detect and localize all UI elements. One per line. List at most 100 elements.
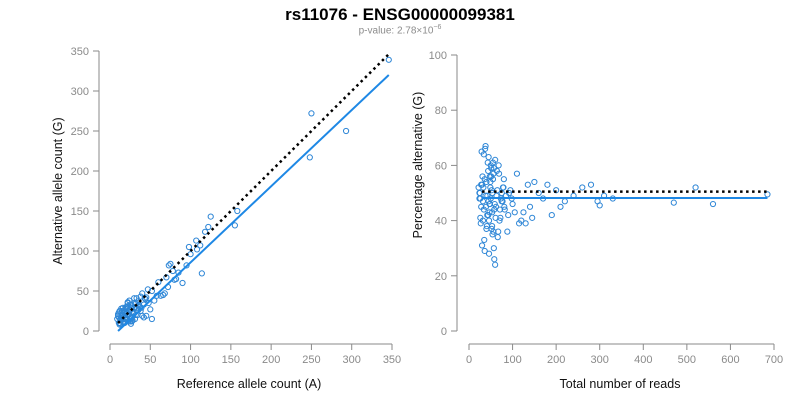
right-data-point — [509, 200, 516, 208]
left-x-tick-label: 100 — [181, 354, 199, 366]
right-data-point — [544, 181, 551, 188]
left-x-tick-label: 250 — [302, 354, 320, 366]
left-x-tick-label: 150 — [222, 354, 240, 366]
right-data-point — [594, 198, 601, 205]
left-y-tick-label: 350 — [71, 46, 89, 58]
right-y-tick-label: 20 — [435, 271, 447, 283]
right-data-point — [478, 203, 485, 210]
right-data-point — [709, 200, 717, 208]
right-data-point — [587, 181, 595, 188]
right-data-point — [491, 256, 498, 263]
left-data-point — [179, 279, 186, 287]
left-data-point — [193, 246, 201, 253]
right-y-tick-label: 100 — [429, 50, 447, 62]
left-fit-line — [117, 74, 390, 332]
right-data-point — [494, 187, 501, 194]
right-data-point — [486, 209, 493, 216]
right-data-point — [500, 176, 507, 183]
right-x-axis-title: Total number of reads — [560, 377, 681, 391]
right-data-point — [501, 203, 508, 210]
left-y-tick-label: 50 — [77, 286, 89, 298]
right-data-point — [548, 211, 555, 219]
left-x-tick-label: 350 — [383, 354, 401, 366]
right-y-tick-label: 40 — [435, 216, 447, 228]
right-y-axis-title: Percentage alternative (G) — [411, 92, 425, 239]
right-data-point — [522, 220, 529, 227]
left-data-point — [118, 310, 125, 317]
left-data-point — [115, 319, 122, 327]
right-data-point — [520, 209, 527, 216]
right-data-point — [579, 184, 586, 191]
left-data-point — [139, 312, 146, 319]
left-data-point — [139, 290, 146, 297]
left-x-tick-label: 0 — [107, 354, 113, 366]
right-data-point — [481, 247, 488, 255]
left-data-point — [234, 207, 241, 215]
left-data-point — [157, 292, 164, 299]
right-data-point — [488, 173, 495, 180]
right-data-point — [495, 162, 502, 169]
right-y-tick-label: 60 — [435, 160, 447, 172]
right-data-point — [670, 199, 677, 206]
right-data-point — [485, 217, 493, 224]
left-data-point — [306, 154, 313, 161]
right-data-point — [485, 167, 492, 175]
right-data-point — [535, 189, 542, 197]
right-x-tick-label: 600 — [721, 354, 739, 366]
right-data-point — [526, 203, 534, 210]
right-data-point — [485, 250, 493, 257]
left-data-point — [201, 228, 209, 235]
left-data-point — [114, 315, 121, 323]
right-data-point — [692, 184, 699, 191]
right-data-point — [481, 236, 488, 244]
right-data-point — [529, 214, 536, 221]
right-data-point — [490, 165, 497, 172]
right-y-tick-label: 80 — [435, 105, 447, 117]
right-data-point — [516, 220, 523, 227]
chart-title: rs11076 - ENSG00000099381 — [285, 5, 515, 24]
left-data-point — [131, 295, 138, 302]
left-x-axis-title: Reference allele count (A) — [177, 377, 322, 391]
left-data-point — [308, 110, 315, 117]
right-data-point — [531, 178, 538, 186]
right-x-tick-label: 400 — [634, 354, 652, 366]
right-y-tick-label: 0 — [441, 326, 447, 338]
left-data-point — [193, 237, 200, 244]
left-y-tick-label: 0 — [83, 326, 89, 338]
left-data-point — [205, 223, 212, 231]
left-y-tick-label: 150 — [71, 206, 89, 218]
left-y-tick-label: 200 — [71, 166, 89, 178]
right-data-point — [485, 154, 492, 161]
p-value-label: p-value: 2.78×10 — [358, 25, 434, 37]
left-data-point — [167, 260, 174, 267]
p-value-exponent: −6 — [433, 24, 442, 31]
chart-subtitle: p-value: 2.78×10−6 — [0, 24, 800, 36]
right-x-tick-label: 300 — [591, 354, 609, 366]
left-data-point — [123, 309, 131, 316]
right-data-point — [480, 151, 487, 158]
right-data-point — [489, 231, 496, 238]
right-data-point — [478, 242, 486, 249]
right-data-point — [505, 211, 512, 219]
right-x-tick-label: 200 — [547, 354, 565, 366]
right-data-point — [513, 170, 521, 177]
right-x-tick-label: 100 — [503, 354, 521, 366]
right-data-point — [495, 228, 502, 235]
left-data-point — [342, 127, 350, 135]
right-data-point — [488, 223, 496, 230]
left-data-point — [155, 279, 162, 286]
right-data-point — [561, 198, 568, 205]
left-y-tick-label: 300 — [71, 86, 89, 98]
left-x-tick-label: 200 — [262, 354, 280, 366]
left-x-tick-label: 300 — [343, 354, 361, 366]
right-data-point — [483, 225, 490, 232]
left-data-point — [231, 222, 238, 229]
left-data-point — [198, 270, 205, 277]
right-data-point — [492, 214, 499, 221]
left-x-tick-label: 50 — [144, 354, 156, 366]
right-data-point — [494, 234, 501, 241]
left-data-point — [165, 262, 172, 269]
left-data-point — [147, 306, 154, 313]
